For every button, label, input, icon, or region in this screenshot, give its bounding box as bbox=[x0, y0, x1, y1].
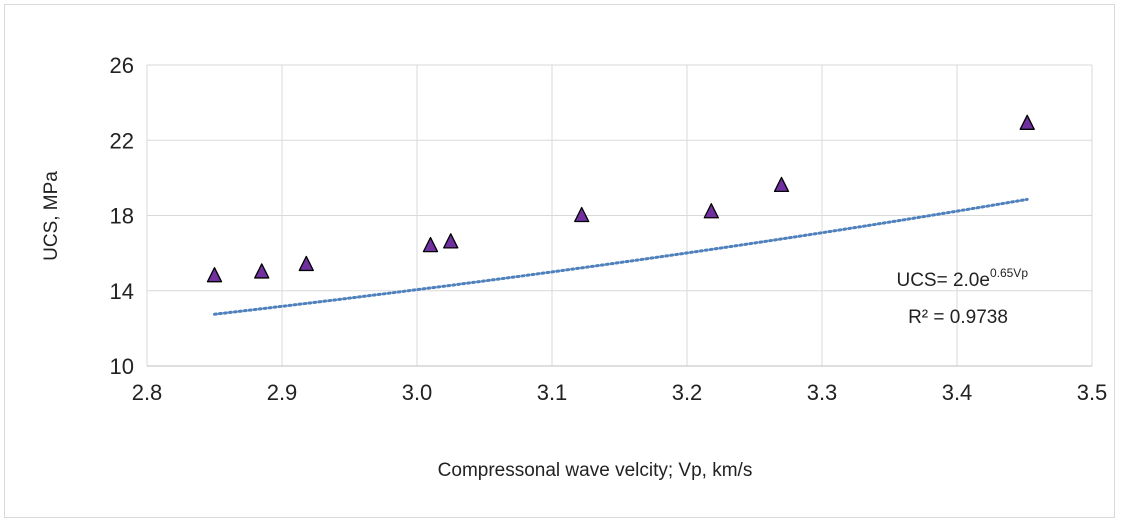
y-tick-label: 26 bbox=[110, 53, 134, 78]
y-tick-label: 10 bbox=[110, 354, 134, 379]
data-point bbox=[206, 267, 223, 283]
y-tick-labels: 10 14 18 22 26 bbox=[110, 53, 134, 379]
data-point bbox=[574, 206, 590, 223]
y-tick-label: 22 bbox=[110, 128, 134, 153]
chart-frame bbox=[4, 4, 1115, 518]
data-point bbox=[1019, 114, 1035, 130]
x-tick-label: 3.3 bbox=[807, 380, 838, 405]
data-point bbox=[773, 176, 790, 193]
equation-prefix: UCS= 2.0e bbox=[896, 270, 989, 291]
trendline-layer bbox=[213, 197, 1029, 316]
y-tick-label: 18 bbox=[110, 204, 134, 229]
data-point bbox=[443, 233, 459, 249]
x-axis-label: Compressonal wave velcity; Vp, km/s bbox=[438, 460, 753, 481]
x-tick-label: 3.2 bbox=[672, 380, 703, 405]
x-tick-label: 2.9 bbox=[267, 380, 298, 405]
gridlines bbox=[146, 64, 1093, 367]
x-tick-label: 2.8 bbox=[132, 380, 163, 405]
data-points bbox=[206, 114, 1035, 283]
x-tick-label: 3.0 bbox=[402, 380, 433, 405]
data-point bbox=[422, 236, 439, 253]
x-tick-label: 3.5 bbox=[1077, 380, 1108, 405]
x-tick-label: 3.1 bbox=[537, 380, 568, 405]
y-axis-label: UCS, MPa bbox=[41, 171, 62, 261]
x-tick-labels: 2.8 2.9 3.0 3.1 3.2 3.3 3.4 3.5 bbox=[132, 380, 1108, 405]
y-tick-label: 14 bbox=[110, 279, 134, 304]
trendline bbox=[213, 197, 1029, 316]
equation-exponent: 0.65Vp bbox=[990, 266, 1028, 280]
trendline-equation: UCS= 2.0e0.65Vp bbox=[896, 266, 1028, 291]
r-squared-label: R² = 0.9738 bbox=[908, 307, 1008, 328]
x-tick-label: 3.4 bbox=[942, 380, 973, 405]
data-point bbox=[703, 203, 719, 219]
data-point bbox=[254, 263, 270, 279]
data-point bbox=[298, 255, 314, 272]
